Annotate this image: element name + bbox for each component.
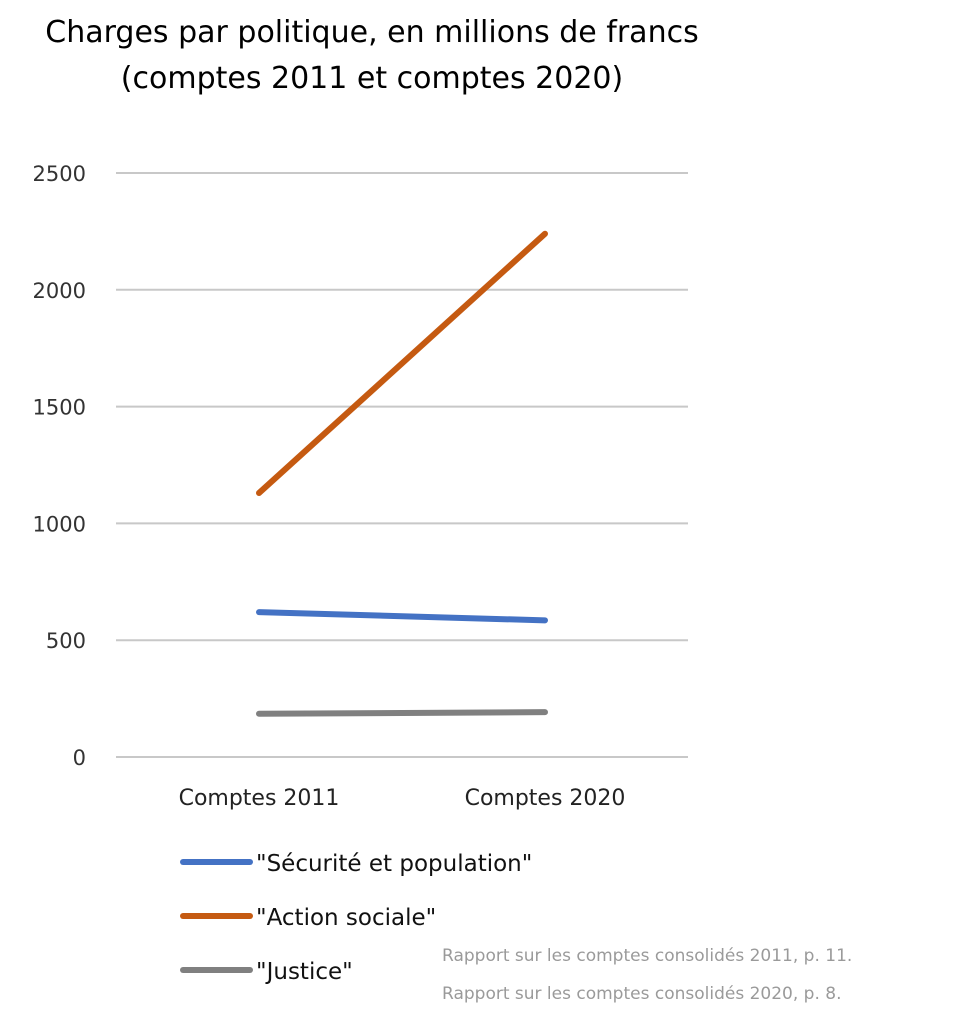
chart-subtitle: (comptes 2011 et comptes 2020) (121, 61, 623, 96)
series-line-0 (256, 609, 548, 624)
y-tick-label: 2500 (33, 162, 86, 186)
gridlines (116, 172, 688, 758)
chart-title: Charges par politique, en millions de fr… (45, 15, 698, 50)
x-category-label: Comptes 2011 (179, 786, 340, 811)
series-lines (256, 230, 548, 717)
y-tick-label: 2000 (33, 279, 86, 303)
y-axis-tick-labels: 0 500 1000 1500 2000 2500 (33, 162, 86, 770)
series-line-2 (256, 709, 548, 717)
source-note-2020: Rapport sur les comptes consolidés 2020,… (442, 984, 841, 1004)
legend-label: "Action sociale" (256, 905, 436, 931)
x-category-label: Comptes 2020 (465, 786, 626, 811)
y-tick-label: 0 (73, 746, 86, 770)
y-tick-label: 500 (46, 629, 86, 653)
y-tick-label: 1500 (33, 396, 86, 420)
source-note-2011: Rapport sur les comptes consolidés 2011,… (442, 946, 852, 966)
legend-label: "Justice" (256, 959, 353, 985)
series-line-1 (256, 230, 548, 497)
legend-label: "Sécurité et population" (256, 851, 532, 877)
x-axis-category-labels: Comptes 2011 Comptes 2020 (179, 786, 626, 811)
y-tick-label: 1000 (33, 512, 86, 536)
legend: "Sécurité et population" "Action sociale"… (180, 851, 532, 985)
